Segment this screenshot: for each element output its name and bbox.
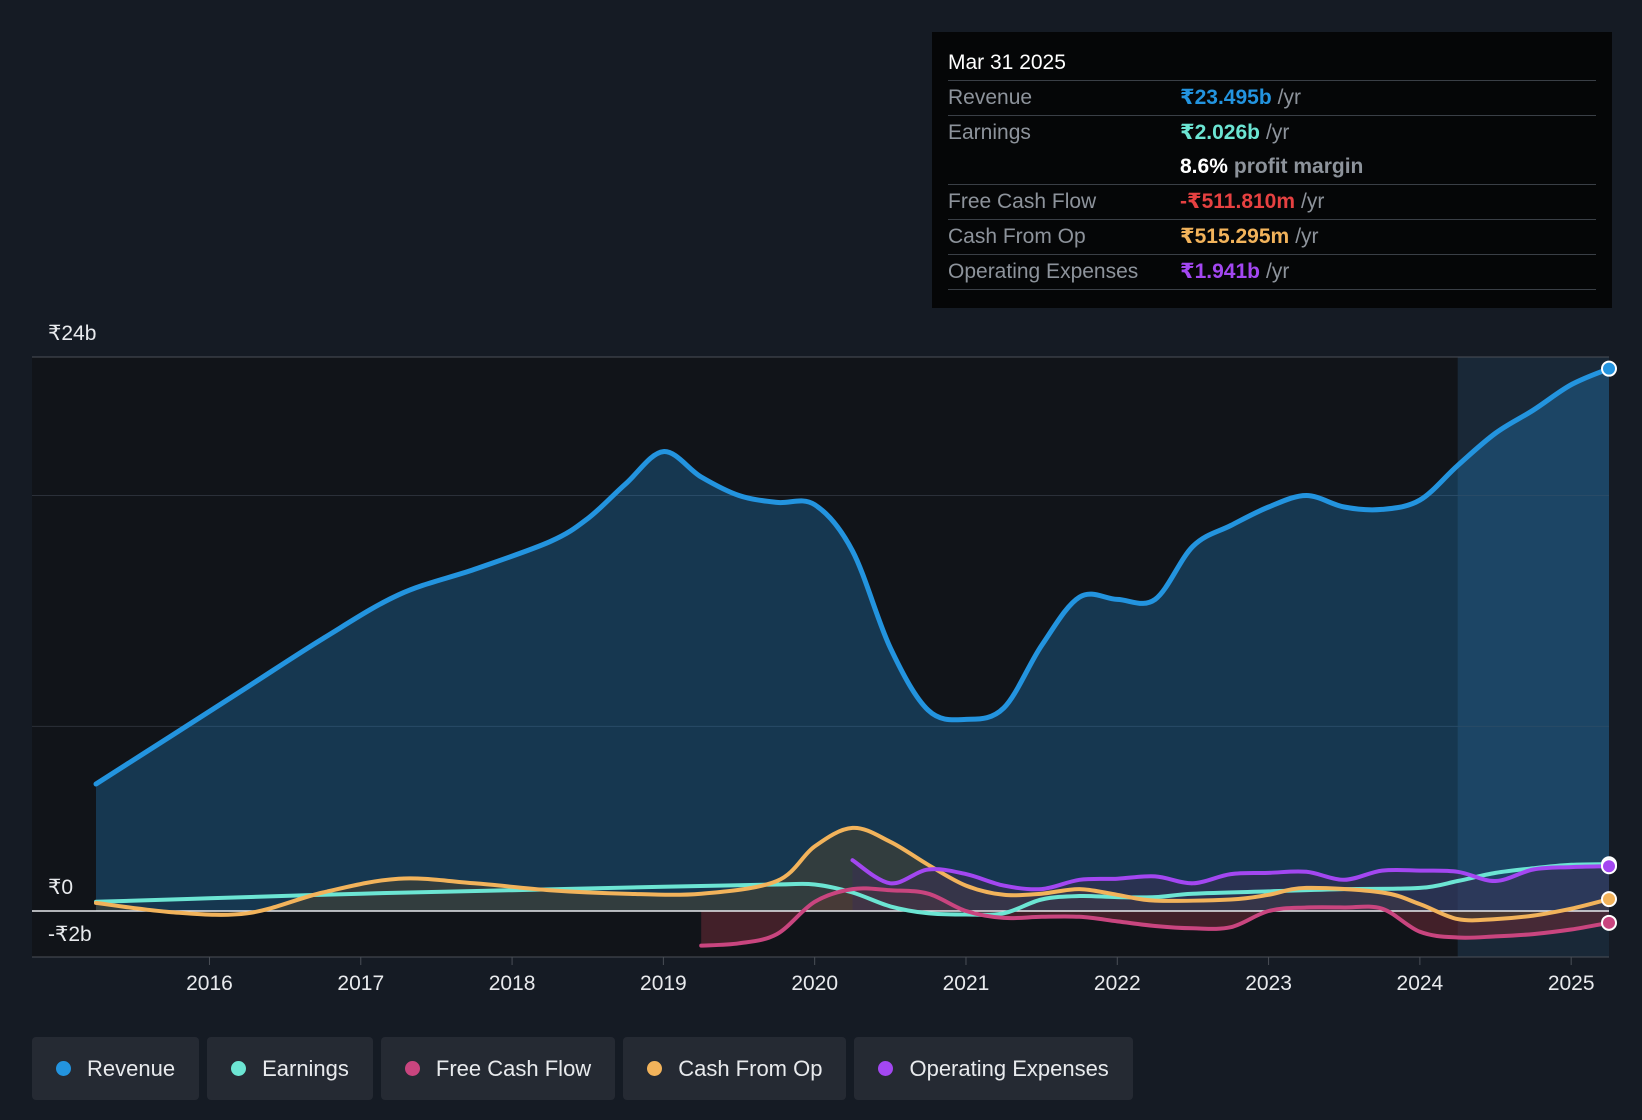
tooltip-unit: /yr bbox=[1266, 260, 1290, 283]
free-cash-flow-end-marker bbox=[1601, 914, 1617, 931]
tooltip-unit: /yr bbox=[1295, 225, 1319, 248]
legend-item-operating-expenses[interactable]: Operating Expenses bbox=[854, 1037, 1133, 1100]
x-tick-label: 2016 bbox=[186, 972, 233, 995]
x-tick-label: 2023 bbox=[1245, 972, 1292, 995]
x-tick-label: 2022 bbox=[1094, 972, 1141, 995]
x-tick-label: 2019 bbox=[640, 972, 687, 995]
tooltip-value: 8.6% bbox=[1180, 155, 1228, 178]
cash-from-op-line bbox=[94, 825, 1611, 923]
tooltip-unit: /yr bbox=[1301, 190, 1325, 213]
revenue-dot-icon bbox=[56, 1061, 71, 1076]
tooltip-label: Free Cash Flow bbox=[948, 190, 1097, 213]
free-cash-flow-line bbox=[699, 886, 1611, 948]
legend-label: Earnings bbox=[262, 1055, 349, 1081]
revenue-area bbox=[96, 368, 1609, 911]
legend-label: Revenue bbox=[87, 1055, 176, 1081]
x-tick-label: 2017 bbox=[337, 972, 384, 995]
chart-svg: ₹24b ₹0 -₹2b 2016 2017 2018 2019 2020 2021 2022 20… bbox=[32, 322, 1617, 995]
legend-item-free-cash-flow[interactable]: Free Cash Flow bbox=[380, 1037, 616, 1100]
tooltip-unit: /yr bbox=[1277, 86, 1301, 109]
tooltip-value: ₹2.026b bbox=[1180, 121, 1260, 144]
tooltip-value: -₹511.810m bbox=[1180, 190, 1296, 213]
legend-item-cash-from-op[interactable]: Cash From Op bbox=[623, 1037, 847, 1100]
y-tick-label: ₹0 bbox=[48, 876, 73, 899]
x-tick-label: 2025 bbox=[1548, 972, 1595, 995]
tooltip-label: Revenue bbox=[948, 86, 1033, 109]
earnings-line bbox=[94, 862, 1611, 917]
legend-label: Operating Expenses bbox=[909, 1055, 1109, 1081]
legend-label: Free Cash Flow bbox=[435, 1055, 592, 1081]
tooltip-row-fcf: Free Cash Flow -₹511.810m /yr bbox=[948, 185, 1596, 220]
legend-label: Cash From Op bbox=[678, 1055, 823, 1081]
earnings-dot-icon bbox=[231, 1061, 247, 1076]
tooltip-value: ₹1.941b bbox=[1180, 260, 1260, 283]
tooltip-row-cfo: Cash From Op ₹515.295m /yr bbox=[948, 220, 1596, 255]
cash-from-op-end-marker bbox=[1601, 891, 1617, 908]
tooltip-panel: Mar 31 2025 Revenue ₹23.495b /yr Earning… bbox=[932, 32, 1612, 308]
tooltip-row-revenue: Revenue ₹23.495b /yr bbox=[948, 81, 1596, 116]
legend-item-earnings[interactable]: Earnings bbox=[207, 1037, 373, 1100]
tooltip-label: Cash From Op bbox=[948, 225, 1086, 248]
x-tick-label: 2018 bbox=[489, 972, 536, 995]
y-tick-label: ₹24b bbox=[48, 322, 96, 345]
tooltip-row-opex: Operating Expenses ₹1.941b /yr bbox=[948, 255, 1596, 290]
tooltip-row-earnings: Earnings ₹2.026b /yr bbox=[948, 116, 1596, 150]
tooltip-unit: /yr bbox=[1266, 121, 1290, 144]
x-tick-label: 2021 bbox=[943, 972, 990, 995]
tooltip-value: ₹23.495b bbox=[1180, 86, 1272, 109]
operating-expenses-dot-icon bbox=[878, 1061, 894, 1076]
highlight-region bbox=[1457, 357, 1609, 957]
x-tick-label: 2020 bbox=[791, 972, 838, 995]
y-tick-label: -₹2b bbox=[48, 923, 92, 946]
x-tick-label: 2024 bbox=[1397, 972, 1444, 995]
tooltip-unit: profit margin bbox=[1233, 155, 1364, 178]
tooltip-label: Operating Expenses bbox=[948, 260, 1139, 283]
cash-from-op-dot-icon bbox=[647, 1061, 663, 1076]
free-cash-flow-dot-icon bbox=[404, 1061, 420, 1076]
tooltip-row-profit-margin: 8.6% profit margin bbox=[948, 150, 1596, 185]
tooltip-value: ₹515.295m bbox=[1180, 225, 1290, 248]
tooltip-date: Mar 31 2025 bbox=[948, 46, 1596, 81]
operating-expenses-line bbox=[850, 858, 1611, 892]
revenue-line bbox=[93, 366, 1612, 787]
tooltip-label: Earnings bbox=[948, 121, 1031, 144]
legend: Revenue Earnings Free Cash Flow Cash Fro… bbox=[32, 1037, 1133, 1100]
operating-expenses-end-marker bbox=[1601, 858, 1617, 875]
tooltip-label bbox=[948, 150, 1180, 184]
revenue-end-marker bbox=[1601, 360, 1617, 377]
legend-item-revenue[interactable]: Revenue bbox=[32, 1037, 200, 1100]
chart-area: ₹24b ₹0 -₹2b 2016 2017 2018 2019 2020 2021 2022 20… bbox=[32, 322, 1617, 995]
